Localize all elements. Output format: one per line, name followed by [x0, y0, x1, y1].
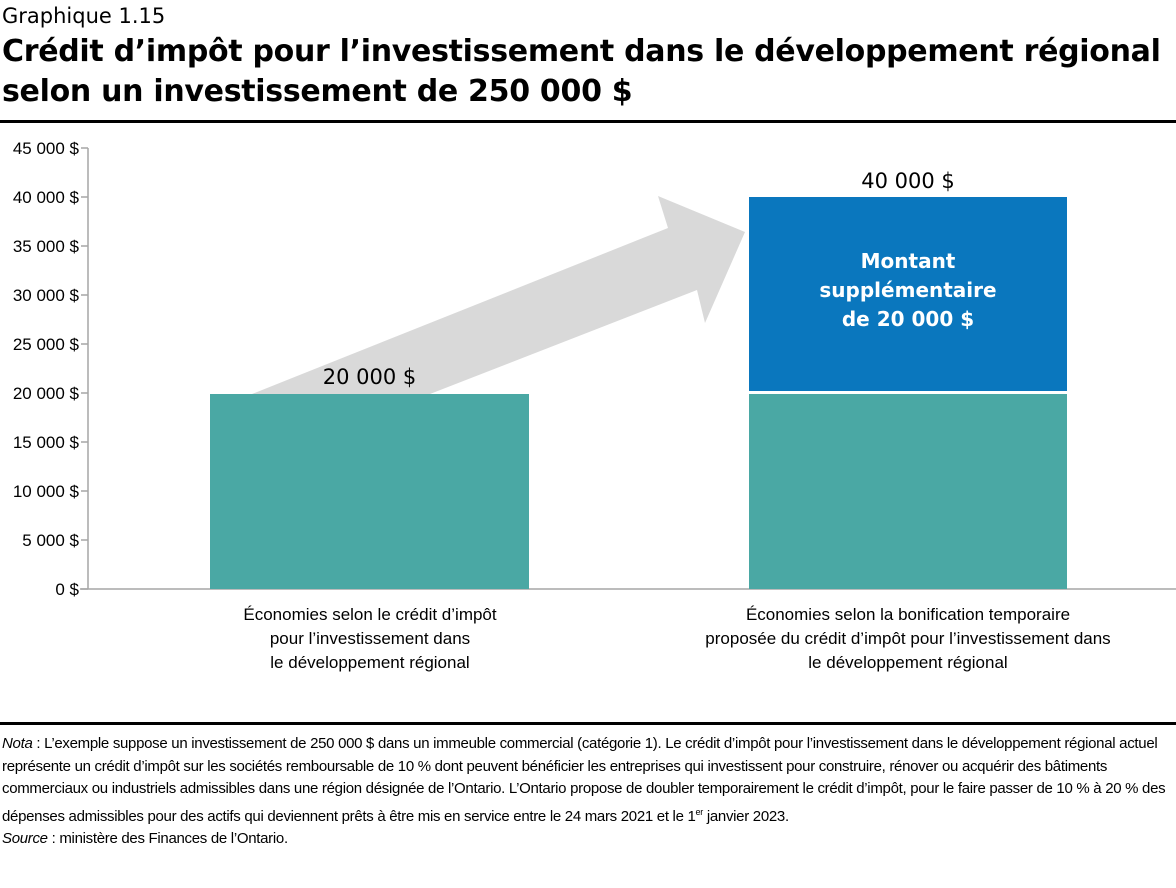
- data-label: 40 000 $: [861, 169, 955, 193]
- title-rule: [0, 120, 1176, 123]
- category-label: Économies selon le crédit d’impôt pour l’…: [110, 603, 630, 675]
- series-label: supplémentaire: [819, 278, 996, 302]
- data-label: 20 000 $: [323, 365, 417, 389]
- notes: Nota : L’exemple suppose un investisseme…: [2, 733, 1174, 851]
- category-label-line: Économies selon le crédit d’impôt: [243, 605, 497, 624]
- source-label: Source: [2, 830, 48, 847]
- category-label-line: proposée du crédit d’impôt pour l’invest…: [705, 629, 1111, 648]
- notes-rule: [0, 722, 1176, 725]
- chart-number: Graphique 1.15: [2, 4, 166, 28]
- y-tick-label: 35 000 $: [13, 237, 80, 256]
- y-tick-label: 20 000 $: [13, 384, 80, 403]
- category-label-line: pour l’investissement dans: [269, 629, 471, 648]
- trend-arrow: [252, 196, 745, 394]
- bar-segment: [210, 394, 529, 589]
- category-label-line: le développement régional: [808, 653, 1008, 672]
- series-label: Montant: [861, 249, 956, 273]
- y-tick-label: 10 000 $: [13, 482, 80, 501]
- category-label-line: le développement régional: [270, 653, 470, 672]
- bar-chart: 0 $ 5 000 $ 10 000 $ 15 000 $ 20 000 $ 25 000…: [13, 139, 1176, 599]
- y-tick-label: 15 000 $: [13, 433, 80, 452]
- category-label-line: Économies selon la bonification temporai…: [745, 605, 1071, 624]
- y-tick-label: 45 000 $: [13, 139, 80, 158]
- bar-segment: [749, 394, 1067, 589]
- category-label: Économies selon la bonification temporai…: [648, 603, 1168, 675]
- y-tick-label: 40 000 $: [13, 188, 80, 207]
- series-label: de 20 000 $: [842, 307, 974, 331]
- nota-end: janvier 2023.: [702, 807, 789, 825]
- y-tick-label: 30 000 $: [13, 286, 80, 305]
- source-text: : ministère des Finances de l’Ontario.: [47, 830, 289, 847]
- y-tick-label: 0 $: [55, 580, 79, 599]
- y-tick-label: 5 000 $: [22, 531, 79, 550]
- nota-text: : L’exemple suppose un investissement de…: [2, 735, 1166, 825]
- nota-label: Nota: [2, 735, 33, 752]
- bar-segment: [749, 197, 1067, 391]
- nota-sup: er: [695, 806, 704, 817]
- y-tick-label: 25 000 $: [13, 335, 80, 354]
- chart-title: Crédit d’impôt pour l’investissement dan…: [2, 34, 1161, 109]
